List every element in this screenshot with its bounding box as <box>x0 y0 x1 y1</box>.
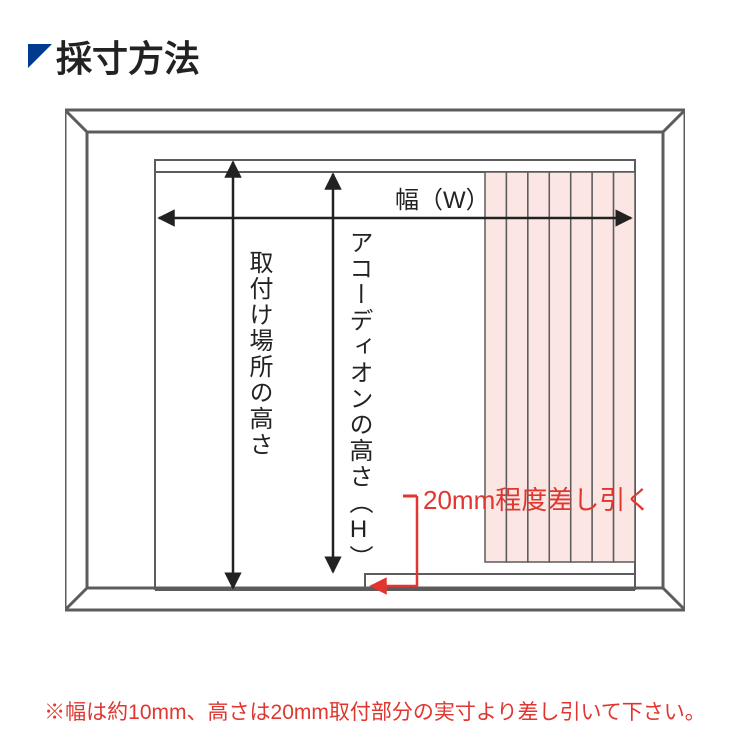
page-title: 採寸方法 <box>56 30 200 82</box>
title-row: 採寸方法 <box>28 30 200 82</box>
title-marker-icon <box>28 44 52 68</box>
footnote: ※幅は約10mm、高さは20mm取付部分の実寸より差し引いて下さい。 <box>0 696 750 726</box>
mount-height-label: 取付け場所の高さ <box>241 250 276 458</box>
deduction-label: 20mm程度差し引く <box>423 480 651 517</box>
measurement-diagram: 幅（W） アコーディオンの高さ（H） 取付け場所の高さ 20mm程度差し引く <box>65 100 685 640</box>
width-label: 幅（W） <box>395 180 490 215</box>
accordion-height-label: アコーディオンの高さ（H） <box>341 230 376 571</box>
